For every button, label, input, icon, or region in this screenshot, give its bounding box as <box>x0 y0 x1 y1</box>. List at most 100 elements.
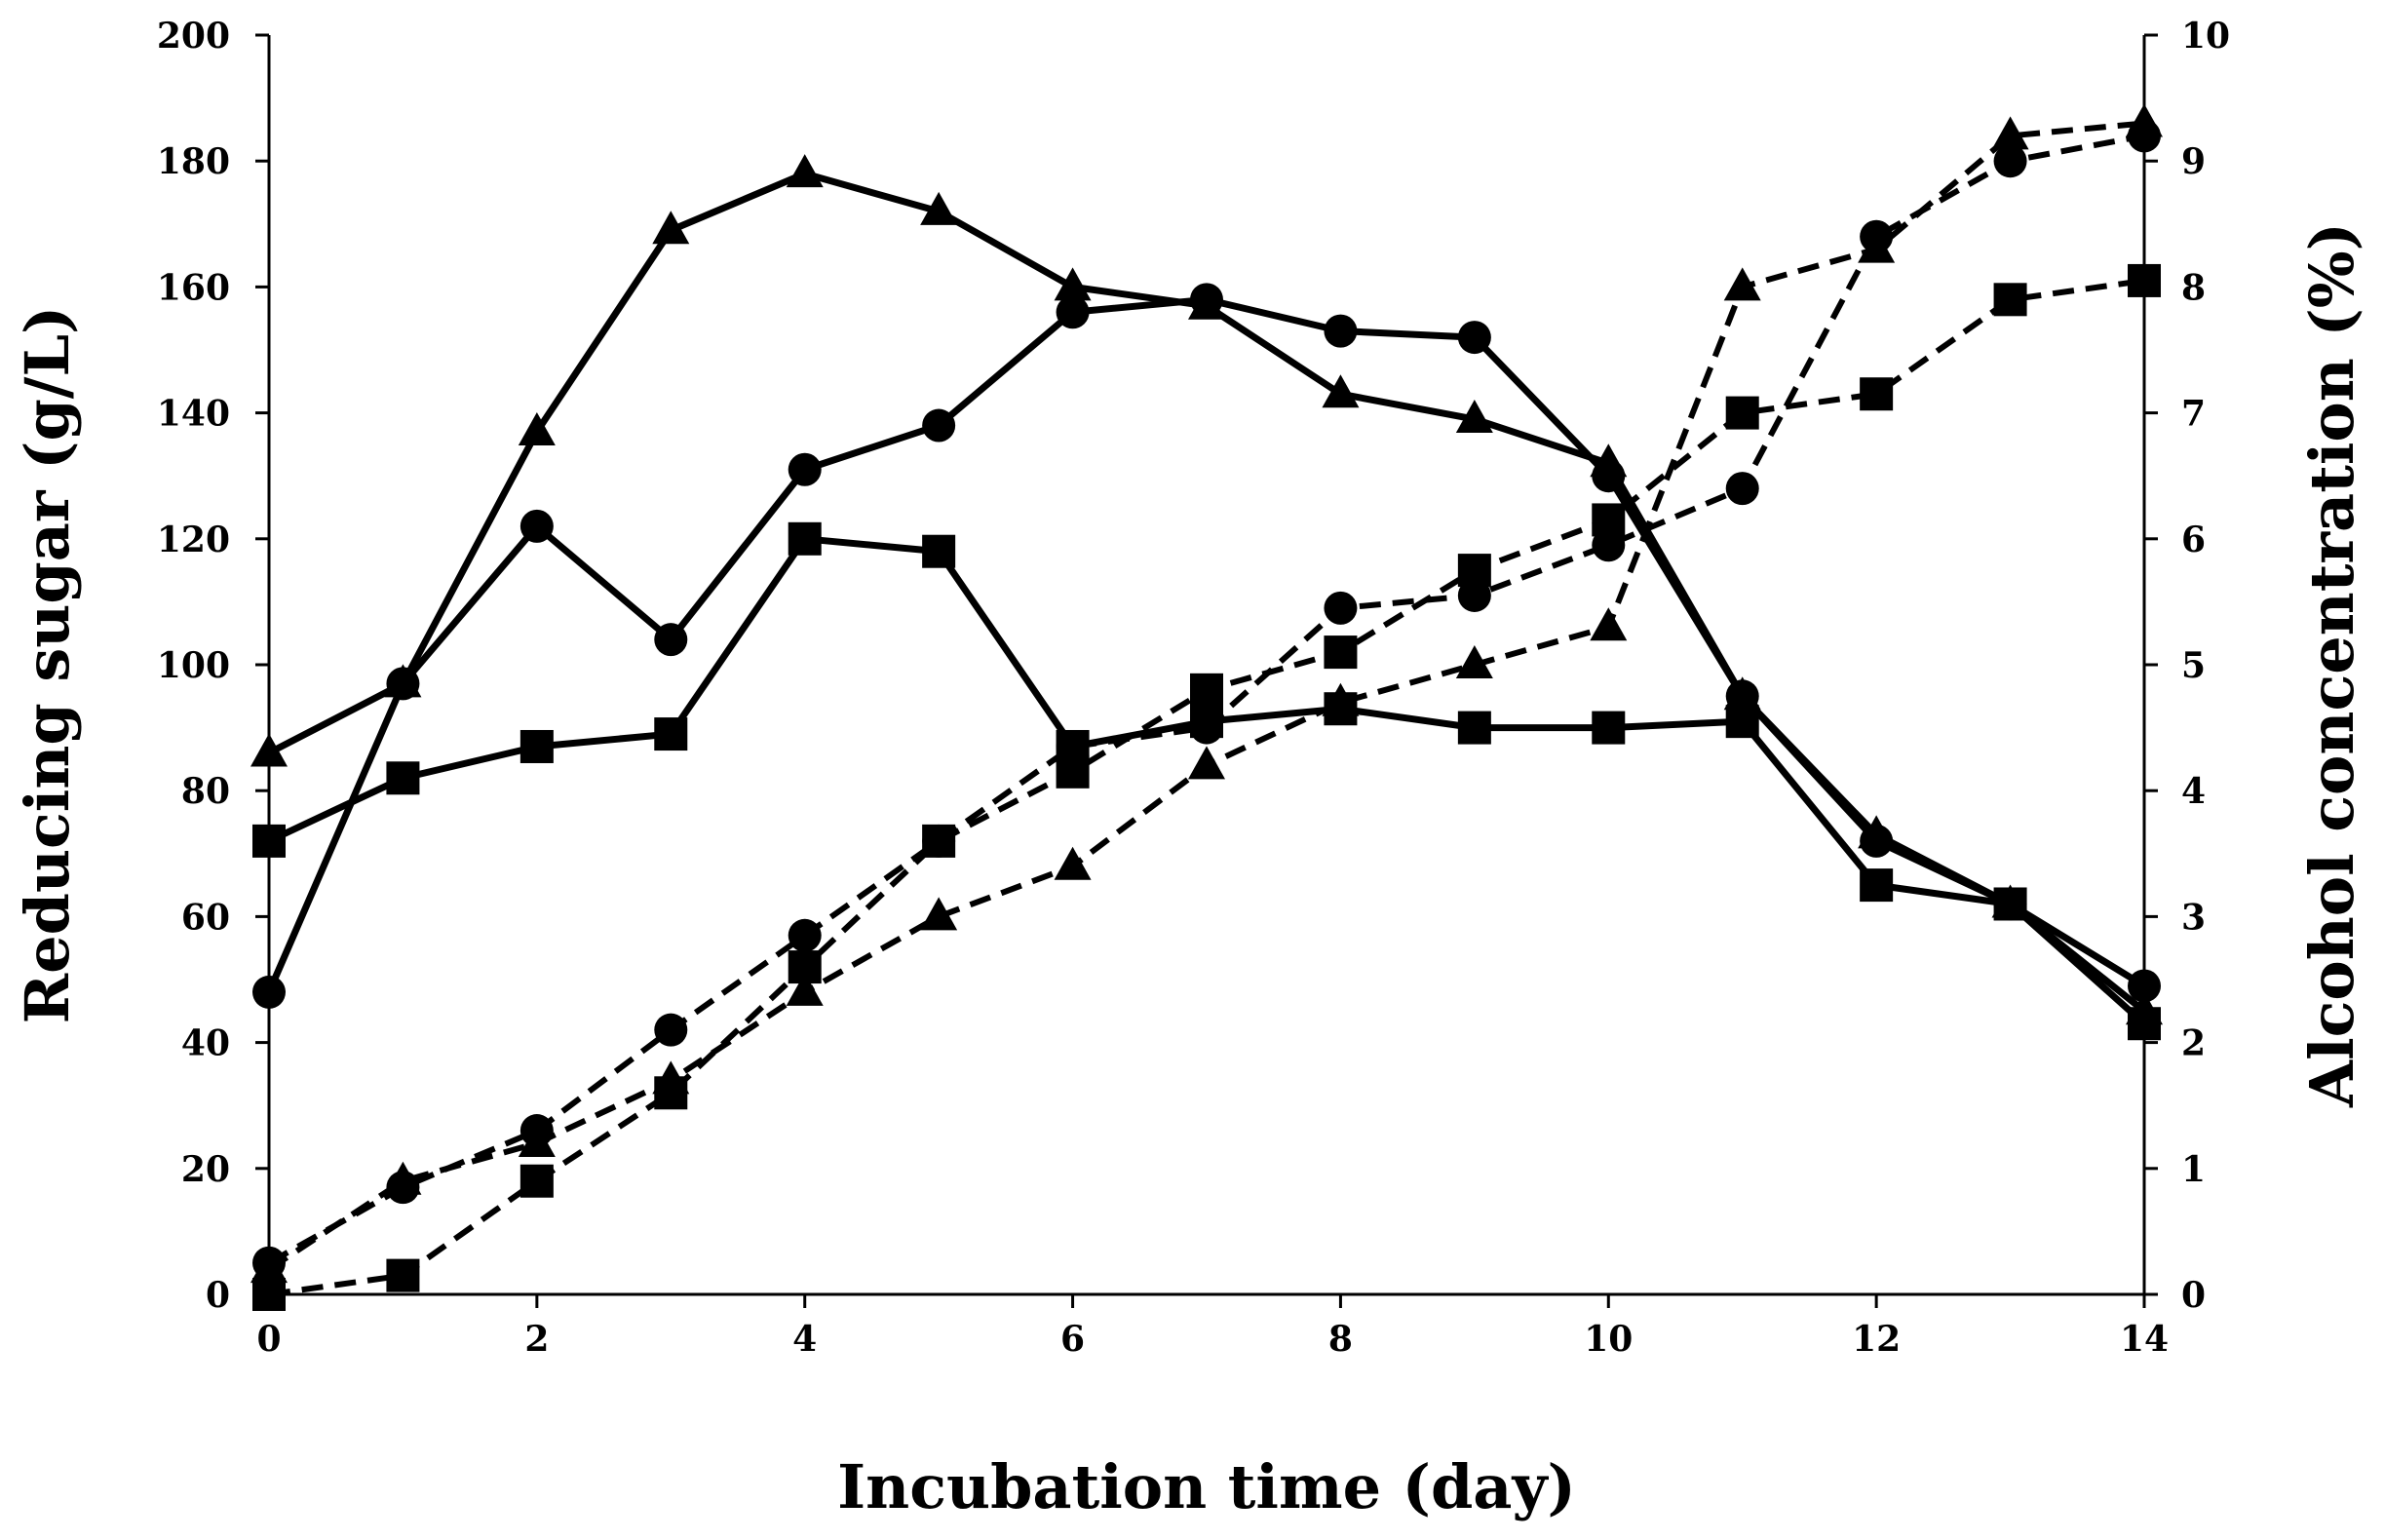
series-4-point <box>252 1246 286 1280</box>
series-1-point <box>1725 679 1759 713</box>
series-5-point <box>1725 396 1759 430</box>
series-1-point <box>1860 824 1894 858</box>
y2-tick-label: 3 <box>2181 897 2206 938</box>
y-tick-label: 0 <box>206 1275 230 1316</box>
series-4-point <box>1324 591 1358 625</box>
series-4-point <box>1993 144 2027 178</box>
series-3-point <box>1590 607 1628 641</box>
y-tick-label: 160 <box>157 267 230 308</box>
series-2-point <box>252 824 286 858</box>
series-5-point <box>1860 377 1894 411</box>
series-4-point <box>519 1114 554 1148</box>
y-tick-label: 40 <box>181 1023 230 1064</box>
series-3-point <box>920 897 958 931</box>
series-line-2 <box>267 535 2147 1026</box>
x-tick-label: 6 <box>1060 1319 1085 1360</box>
series-4-point <box>1592 528 1626 562</box>
series-1-point <box>1457 321 1491 355</box>
series-4-point <box>1190 711 1223 745</box>
series-2-point <box>1725 705 1759 739</box>
series-1-point <box>1324 314 1358 348</box>
series-5-point <box>788 950 822 984</box>
series-0-point <box>1455 400 1493 434</box>
series-5-point <box>1056 754 1090 789</box>
y-tick-label: 80 <box>181 771 230 812</box>
y-tick-label: 180 <box>157 141 230 182</box>
series-5-point <box>1324 635 1358 670</box>
series-3-point <box>786 972 824 1006</box>
y2-tick-label: 6 <box>2181 520 2206 560</box>
y2-tick-label: 5 <box>2181 645 2206 686</box>
series-2-point <box>654 717 688 751</box>
series-5-point <box>654 1076 688 1110</box>
y2-tick-label: 2 <box>2181 1023 2206 1064</box>
y2-tick-label: 0 <box>2181 1275 2206 1316</box>
series-0-point <box>652 211 690 245</box>
x-tick-label: 10 <box>1584 1319 1633 1360</box>
series-5-point <box>1592 503 1626 537</box>
y2-tick-label: 1 <box>2181 1149 2206 1190</box>
series-0-point <box>920 191 958 225</box>
y-tick-label: 120 <box>157 520 230 560</box>
series-markers <box>250 103 2163 1311</box>
y-tick-label: 140 <box>157 394 230 435</box>
series-2-point <box>1457 711 1491 745</box>
series-1-point <box>519 509 554 543</box>
y2-tick-label: 9 <box>2181 141 2206 182</box>
series-1-point <box>1056 295 1090 329</box>
series-4-point <box>654 1013 688 1047</box>
series-0-point <box>250 733 288 767</box>
series-3-point <box>1188 746 1225 780</box>
series-0-point <box>1054 267 1092 301</box>
series-2-point <box>1993 887 2027 921</box>
plot-frame <box>267 35 2146 1296</box>
y-tick-label: 100 <box>157 645 230 686</box>
series-1-point <box>1592 459 1626 493</box>
series-line-5 <box>268 277 2145 1297</box>
y2-tick-label: 7 <box>2181 394 2206 435</box>
series-5-point <box>1993 283 2027 317</box>
series-1-point <box>922 408 956 443</box>
series-2-point <box>386 761 420 795</box>
series-4-point <box>1860 219 1894 253</box>
series-1-point <box>252 975 286 1009</box>
series-5-point <box>1190 673 1223 707</box>
series-5-point <box>922 824 956 858</box>
x-tick-label: 0 <box>256 1319 281 1360</box>
series-4-point <box>788 918 822 952</box>
y-tick-label: 60 <box>181 897 230 938</box>
y2-axis-title: Alcohol concentration (%) <box>2296 222 2367 1108</box>
series-2-point <box>1860 868 1894 903</box>
series-0-point <box>518 411 556 445</box>
series-4-point <box>1725 472 1759 506</box>
series-2-point <box>922 534 956 568</box>
series-5-point <box>386 1258 420 1292</box>
series-5-point <box>519 1164 554 1198</box>
series-1-point <box>654 623 688 657</box>
y2-tick-label: 8 <box>2181 267 2206 308</box>
y-tick-label: 200 <box>157 16 230 57</box>
ticks: 0 2 4 6 8 10 12 1402040608010012014016018020001… <box>157 16 2230 1360</box>
series-4-point <box>1457 578 1491 612</box>
series-4-point <box>386 1171 420 1205</box>
series-4-point <box>2128 119 2161 153</box>
series-0-point <box>1322 374 1360 408</box>
y-axis-title: Reducing sugar (g/L) <box>12 306 83 1024</box>
series-1-point <box>788 452 822 486</box>
series-2-point <box>519 729 554 763</box>
series-1-point <box>386 667 420 701</box>
x-tick-label: 12 <box>1852 1319 1901 1360</box>
series-3-point <box>1723 267 1761 301</box>
series-1-point <box>2128 969 2161 1003</box>
y2-tick-label: 4 <box>2181 771 2206 812</box>
series-1-point <box>1190 283 1223 317</box>
series-4-point <box>1056 729 1090 763</box>
series-2-point <box>788 521 822 556</box>
x-tick-label: 4 <box>792 1319 817 1360</box>
series-3-point <box>1991 116 2029 150</box>
x-tick-label: 2 <box>524 1319 549 1360</box>
series-5-point <box>1457 554 1491 588</box>
series-3-point <box>1322 682 1360 716</box>
series-2-point <box>2128 1007 2161 1041</box>
